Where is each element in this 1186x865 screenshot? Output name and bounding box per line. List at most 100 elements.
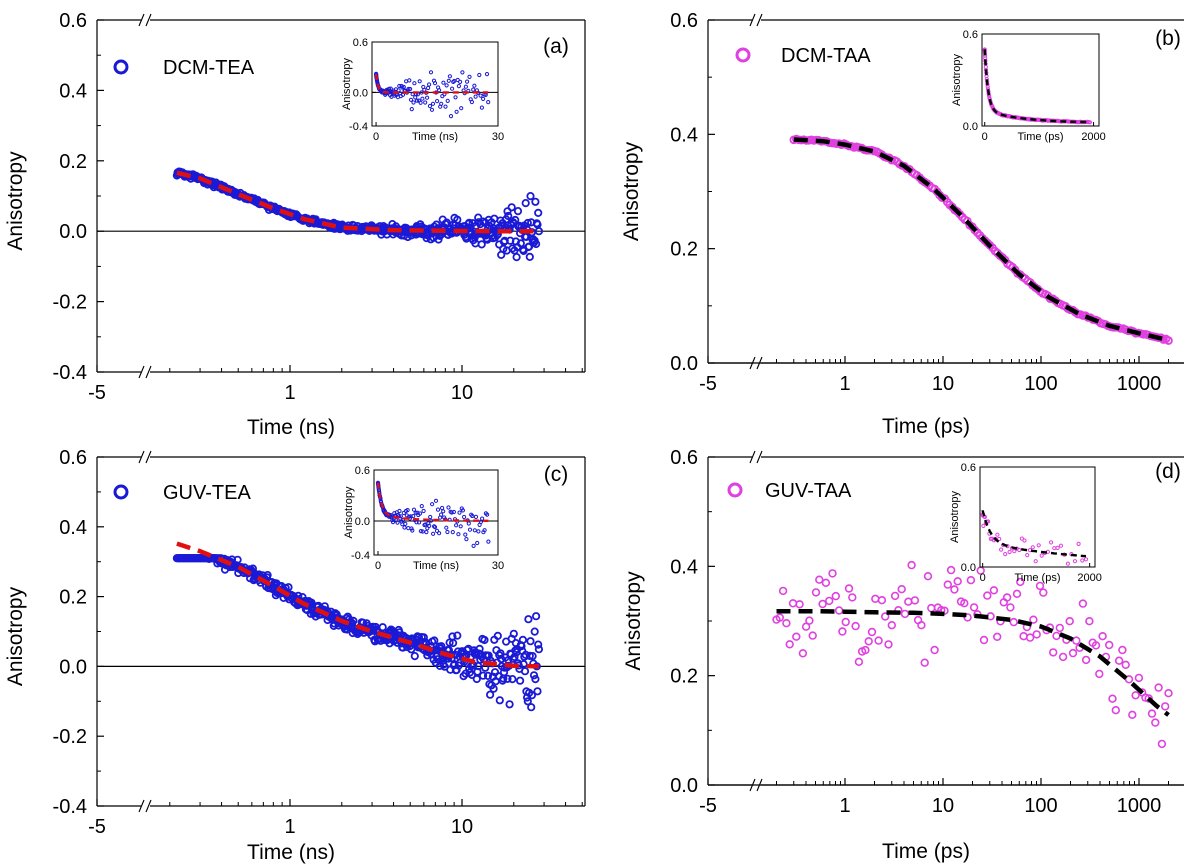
x-tick-label: -5 <box>699 795 717 817</box>
data-point <box>1134 673 1144 683</box>
data-point <box>1072 636 1081 645</box>
legend-label: DCM-TAA <box>781 45 871 67</box>
data-point <box>1128 710 1137 719</box>
inset-data-point <box>457 510 462 515</box>
y-axis-label: Anisotropy <box>622 571 645 671</box>
data-point <box>1164 688 1173 698</box>
x-tick-label: 1 <box>284 382 295 404</box>
data-point <box>1121 660 1130 669</box>
inset-data-point <box>473 514 479 520</box>
inset-data-point <box>434 528 440 534</box>
inset-y-tick-label: 0.6 <box>355 465 370 477</box>
data-point <box>1035 581 1045 591</box>
inset-data-point <box>403 521 408 527</box>
legend-label: DCM-TEA <box>163 57 255 79</box>
inset-y-tick-label: 0.6 <box>353 37 368 49</box>
x-axis-label: Time (ns) <box>247 416 335 439</box>
data-point <box>788 599 798 608</box>
inset-data-point <box>430 502 435 507</box>
x-tick-label: 1000 <box>1117 373 1162 395</box>
data-point <box>1065 616 1074 626</box>
fit-line <box>776 608 1170 717</box>
y-tick-label: 0.0 <box>670 353 698 375</box>
axis-break-gap <box>141 804 150 808</box>
axis-break-gap <box>141 455 150 459</box>
data-point <box>1009 617 1018 627</box>
inset-data-point <box>446 78 451 83</box>
axis-break-mark <box>145 799 152 813</box>
y-tick-label: 0.2 <box>670 239 698 261</box>
data-point <box>864 637 873 646</box>
inset-data-point <box>1087 120 1093 125</box>
data-point <box>453 631 462 640</box>
inset-data-point <box>423 100 428 105</box>
x-tick-label: 100 <box>1024 373 1057 395</box>
inset-data-point <box>427 103 433 109</box>
inset-y-tick-label: 0.0 <box>353 87 368 99</box>
panel-label: (b) <box>1155 27 1181 50</box>
inset-data-point <box>432 81 438 86</box>
inset-data-point <box>451 509 456 515</box>
inset-data-point <box>402 525 407 530</box>
inset-data-point <box>447 74 452 79</box>
inset-data-point <box>427 82 432 87</box>
data-point <box>1114 656 1124 665</box>
inset-data-point <box>1019 536 1025 541</box>
y-axis-label: Anisotropy <box>4 151 27 251</box>
data-point <box>950 585 959 594</box>
inset-data-point <box>417 79 422 84</box>
inset-data-point <box>459 106 464 111</box>
inset-data-point <box>1039 553 1044 558</box>
inset-data-point <box>1003 552 1008 557</box>
y-axis-label: Anisotropy <box>4 586 27 686</box>
data-point <box>1164 336 1173 345</box>
y-tick-label: 0.2 <box>59 151 87 173</box>
data-point <box>992 632 1002 641</box>
inset-data-point <box>1012 549 1017 554</box>
inset-data-point <box>421 508 426 514</box>
data-point <box>527 691 537 700</box>
inset-data-point <box>444 525 449 530</box>
inset-x-tick-label: 0 <box>980 572 986 584</box>
inset-data-point <box>450 86 455 91</box>
data-point <box>520 667 530 676</box>
inset-data-point <box>466 521 471 526</box>
inset-data-point <box>1033 559 1038 564</box>
inset-data-point <box>482 528 487 533</box>
inset-data-point <box>1083 557 1089 562</box>
inset-data-point <box>999 547 1004 552</box>
inset-data-point <box>480 516 485 521</box>
data-point <box>1095 669 1104 679</box>
inset-data-point <box>433 498 439 503</box>
legend-marker <box>727 482 743 498</box>
data-point <box>531 674 540 684</box>
inset-data-point <box>479 105 484 110</box>
inset-data-point <box>424 530 429 535</box>
data-point <box>523 218 532 228</box>
data-point <box>521 199 530 208</box>
inset-data-point <box>456 84 461 89</box>
inset-data-point <box>471 87 476 92</box>
y-tick-label: 0.6 <box>59 10 87 32</box>
y-tick-label: 0.0 <box>59 221 87 243</box>
inset-data-point <box>1025 553 1030 558</box>
axis-break-mark <box>749 13 756 27</box>
y-tick-label: 0.4 <box>670 124 698 146</box>
inset-data-point <box>467 527 473 532</box>
y-tick-label: 0.6 <box>670 447 698 469</box>
data-point <box>534 208 543 217</box>
data-point <box>795 600 804 609</box>
inset-data-point <box>439 101 444 106</box>
data-point <box>887 620 896 630</box>
inset-data-point <box>486 100 491 105</box>
inset-data-point <box>429 107 435 112</box>
x-tick-label: 10 <box>451 816 473 838</box>
data-point <box>798 649 808 658</box>
inset-data-point <box>1036 543 1041 548</box>
panel-label: (c) <box>544 463 569 486</box>
inset-data-point <box>469 99 474 105</box>
inset-data-point <box>429 518 434 523</box>
y-tick-label: 0.0 <box>670 775 698 797</box>
data-point <box>507 203 516 212</box>
